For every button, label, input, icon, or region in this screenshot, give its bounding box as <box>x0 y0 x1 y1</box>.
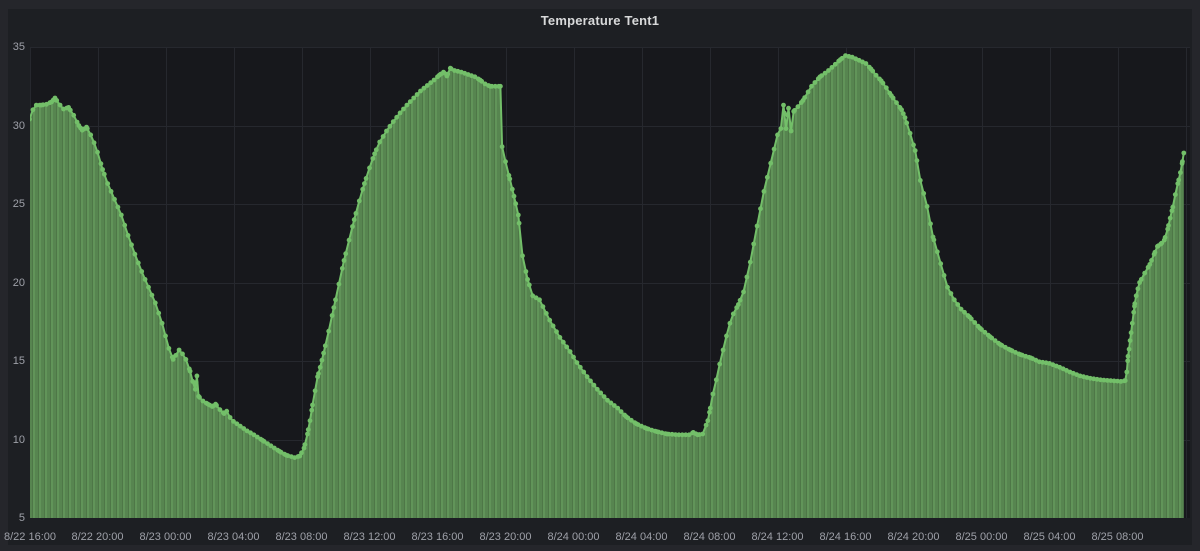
x-axis-tick-label: 8/22 20:00 <box>71 531 124 543</box>
y-axis-tick-label: 35 <box>12 41 25 53</box>
series-points <box>30 53 1187 460</box>
x-axis-tick-label: 8/23 16:00 <box>411 531 464 543</box>
x-axis-tick-label: 8/23 04:00 <box>207 531 260 543</box>
x-axis-tick-label: 8/23 20:00 <box>479 531 532 543</box>
y-axis-tick-label: 25 <box>12 198 25 210</box>
x-axis-tick-label: 8/25 04:00 <box>1023 531 1076 543</box>
y-axis-tick-label: 30 <box>12 119 25 132</box>
x-axis-tick-label: 8/25 00:00 <box>955 531 1008 543</box>
x-axis-tick-label: 8/25 08:00 <box>1091 531 1144 543</box>
x-axis-tick-label: 8/22 16:00 <box>4 531 56 543</box>
series-area-fill <box>30 55 1184 518</box>
x-axis-tick-label: 8/24 04:00 <box>615 531 668 543</box>
x-axis-tick-label: 8/24 00:00 <box>547 531 600 543</box>
y-axis-tick-label: 15 <box>12 355 25 367</box>
y-axis-tick-label: 10 <box>12 433 25 446</box>
y-axis-tick-label: 20 <box>12 276 25 289</box>
x-axis-tick-label: 8/24 08:00 <box>683 531 736 543</box>
y-axis-tick-label: 5 <box>18 512 25 524</box>
x-axis-tick-label: 8/23 08:00 <box>275 531 328 543</box>
chart-plot-area[interactable] <box>30 47 1190 518</box>
x-axis-tick-label: 8/24 16:00 <box>819 531 872 543</box>
panel-title[interactable]: Temperature Tent1 <box>540 13 660 28</box>
x-axis-tick-label: 8/23 00:00 <box>139 531 192 543</box>
x-axis-tick-label: 8/24 12:00 <box>751 531 804 543</box>
x-axis-tick-label: 8/23 12:00 <box>343 531 396 543</box>
x-axis-tick-label: 8/24 20:00 <box>887 531 940 543</box>
